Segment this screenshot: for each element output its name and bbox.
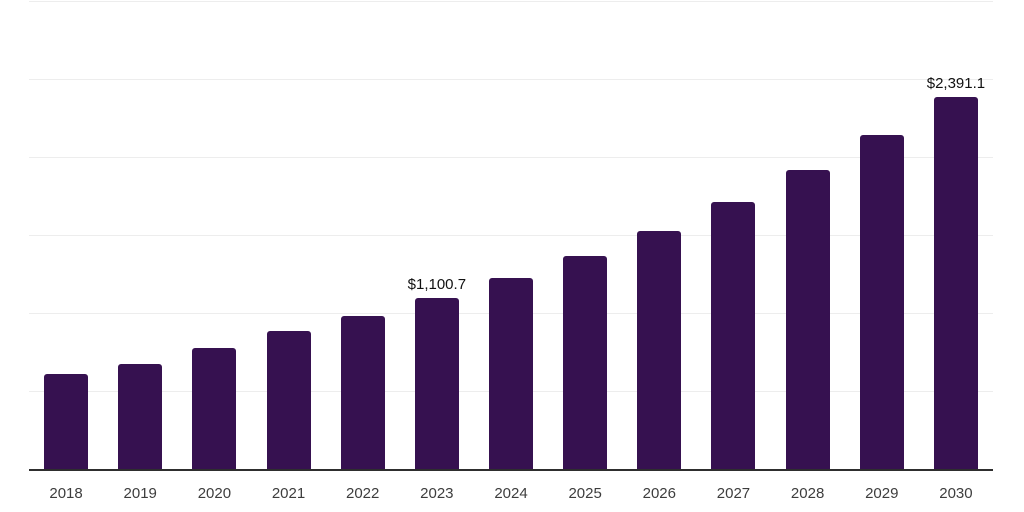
x-tick-label-2024: 2024 [494, 485, 528, 502]
bar-2026 [637, 230, 682, 470]
plot-area: $1,100.7 $2,391.1 [29, 1, 993, 471]
bar-2025 [563, 256, 608, 470]
gridline [29, 235, 993, 236]
bar-2030 [933, 97, 978, 470]
x-tick-label-2028: 2028 [790, 485, 825, 502]
x-tick-label-2026: 2026 [642, 485, 676, 502]
x-tick-label-2029: 2029 [865, 485, 899, 502]
x-tick-label-2023: 2023 [420, 485, 454, 502]
x-tick-label-2030: 2030 [939, 485, 973, 502]
gridline [29, 1, 993, 2]
bar-2021 [266, 331, 311, 470]
bar-2022 [340, 316, 385, 470]
x-tick-label-2021: 2021 [271, 485, 306, 502]
bar-2027 [711, 201, 756, 470]
x-tick-label-2022: 2022 [346, 485, 380, 502]
gridline [29, 157, 993, 158]
gridline [29, 79, 993, 80]
bar-2019 [118, 363, 163, 470]
bar-2020 [192, 348, 237, 470]
bar-2028 [785, 169, 830, 470]
bar-2024 [489, 278, 533, 470]
bar-2018 [44, 374, 89, 470]
x-tick-label-2020: 2020 [197, 485, 232, 502]
x-axis-line [29, 469, 993, 471]
bar-2029 [859, 135, 904, 470]
x-tick-label-2027: 2027 [716, 485, 751, 502]
x-tick-label-2019: 2019 [123, 485, 157, 502]
x-tick-label-2018: 2018 [49, 485, 83, 502]
data-label-2030: $2,391.1 [926, 75, 986, 92]
x-tick-label-2025: 2025 [568, 485, 602, 502]
data-label-2023: $1,100.7 [407, 276, 467, 294]
bar-2023 [414, 298, 459, 470]
